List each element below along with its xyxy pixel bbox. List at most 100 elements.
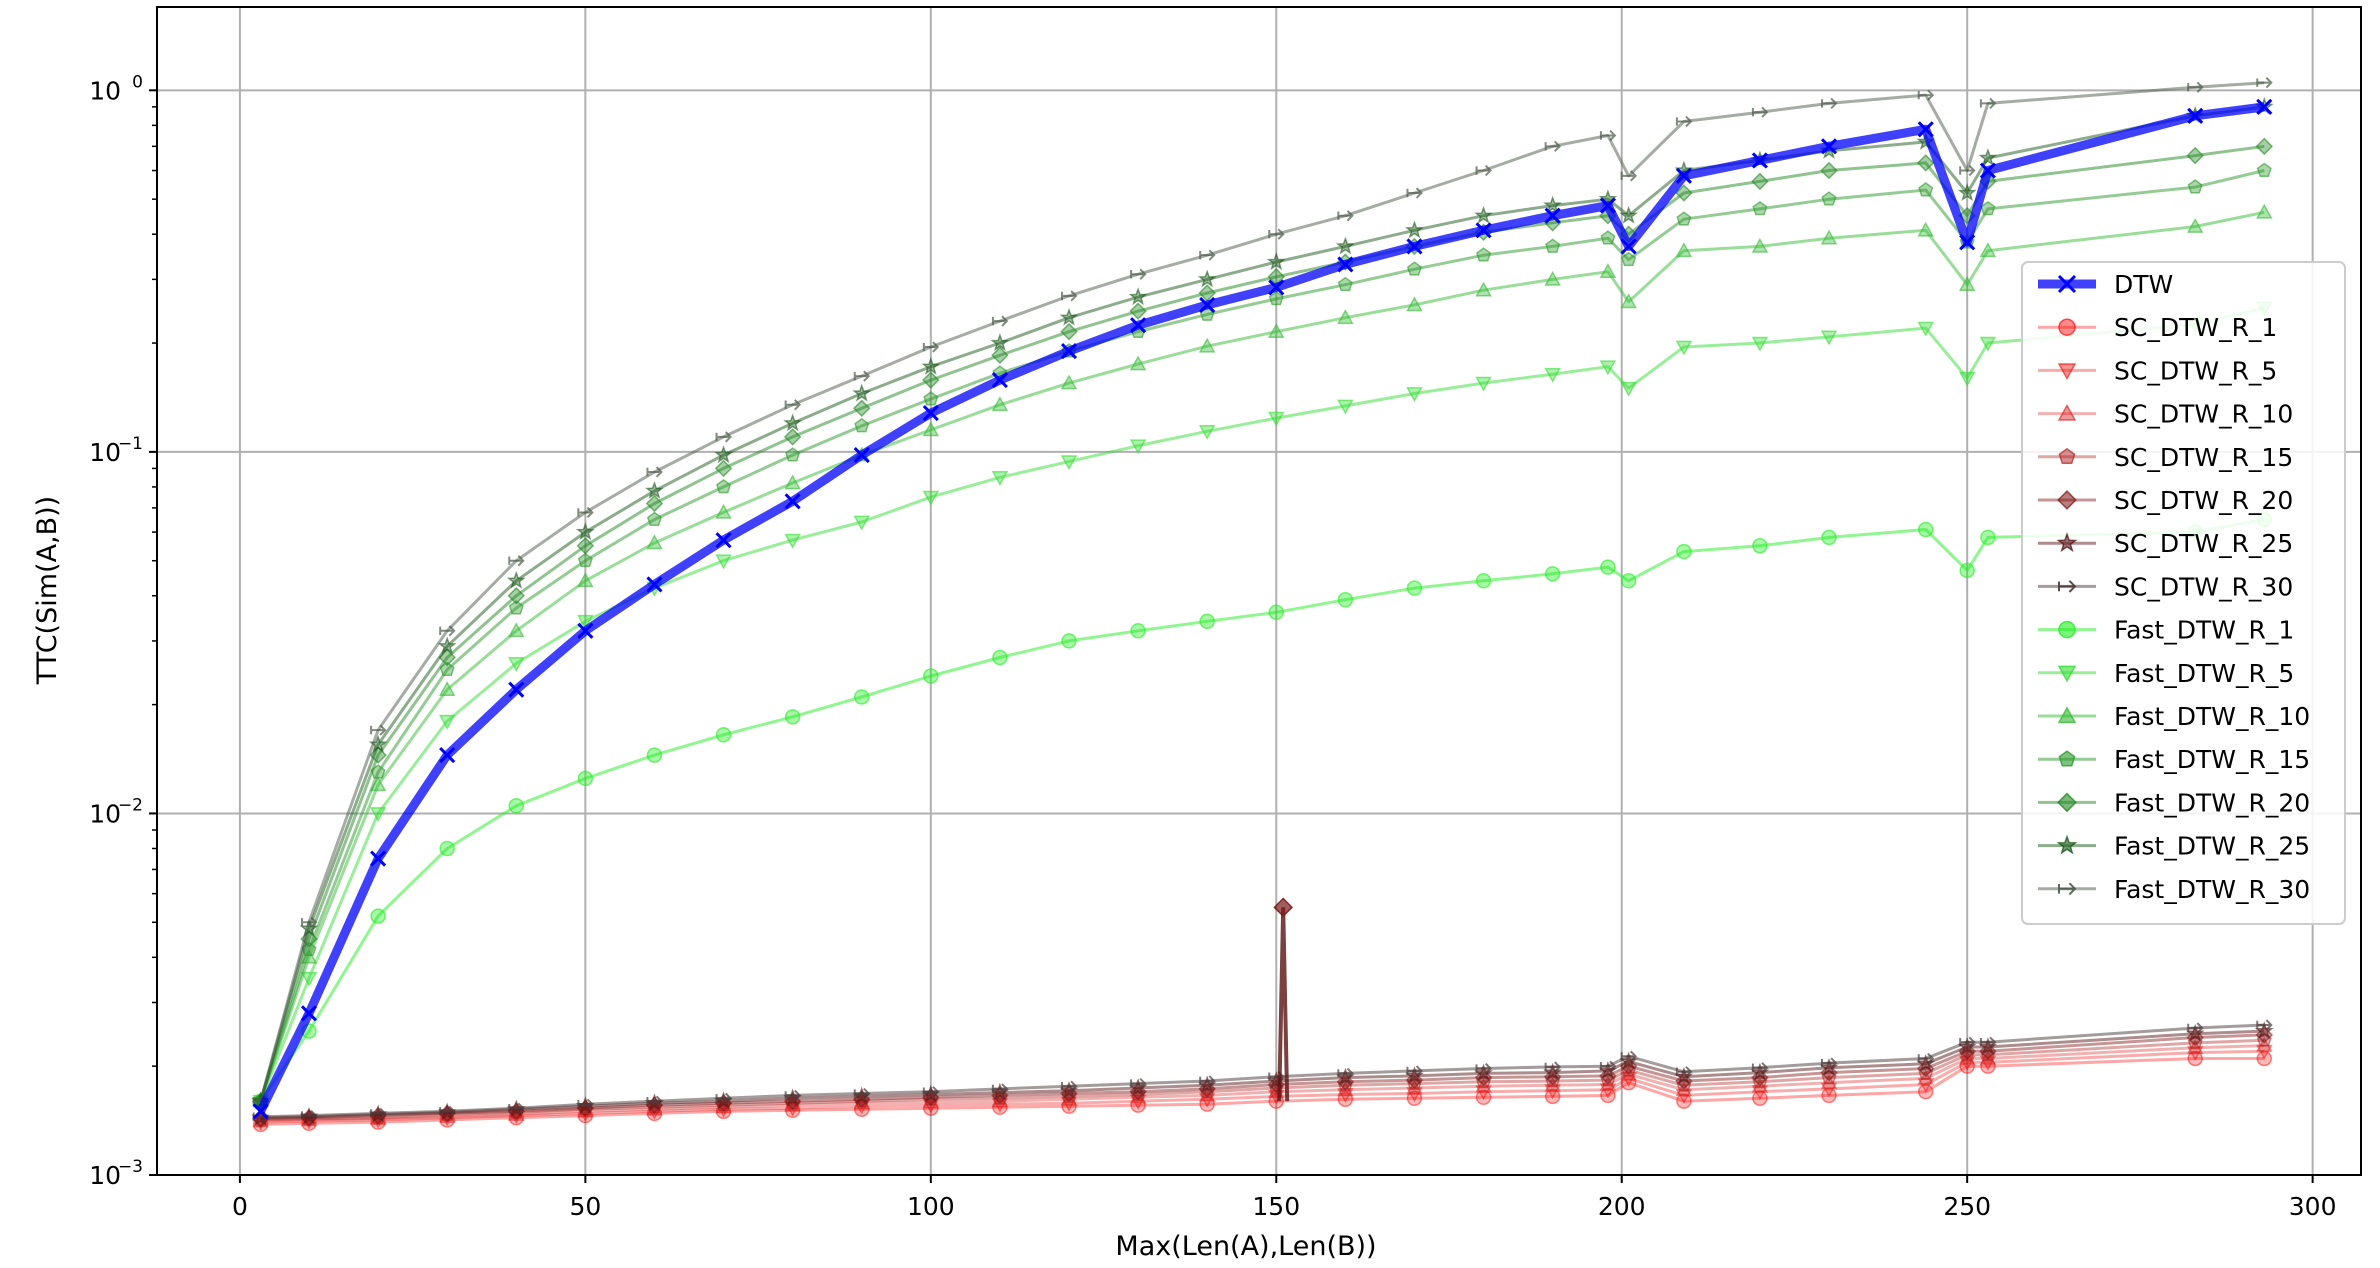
data-point [508, 1102, 525, 1114]
data-point [252, 1103, 269, 1120]
data-point [784, 533, 801, 549]
data-point [369, 807, 387, 822]
data-point [439, 747, 456, 764]
legend-item: Fast_DTW_R_15 [2038, 745, 2310, 774]
series-sc-dtw-r-30 [252, 1019, 2273, 1123]
data-point [991, 371, 1008, 389]
data-point [1957, 183, 1977, 201]
data-point [1474, 205, 1494, 224]
data-point [1820, 161, 1838, 180]
y-tick-label: 10 [89, 76, 121, 105]
data-point [1543, 195, 1563, 214]
data-point [1620, 573, 1637, 589]
data-point [1600, 230, 1616, 245]
data-point [1406, 261, 1422, 276]
spike-point [1273, 897, 1294, 918]
data-point [1337, 591, 1354, 608]
data-point [1979, 162, 1996, 179]
data-point [1060, 455, 1078, 471]
data-point [1675, 184, 1693, 202]
data-point [1199, 613, 1215, 630]
data-point [1752, 538, 1768, 554]
data-point [577, 1098, 594, 1110]
data-point [577, 572, 594, 588]
legend-marker [2057, 274, 2077, 294]
data-point [370, 908, 386, 924]
x-tick-label: 100 [907, 1192, 955, 1221]
series-layer [251, 77, 2274, 1133]
data-point [2255, 137, 2274, 156]
data-point [2256, 1050, 2273, 1067]
legend-item: Fast_DTW_R_30 [2038, 875, 2310, 904]
data-point [991, 1083, 1009, 1095]
data-point [1543, 1062, 1563, 1081]
data-point [2187, 1022, 2204, 1034]
data-point [992, 649, 1008, 666]
legend-label: Fast_DTW_R_25 [2114, 832, 2310, 861]
x-tick-label: 300 [2289, 1192, 2337, 1221]
data-point [1199, 296, 1216, 313]
y-tick-label: 10 [89, 799, 121, 828]
data-point [577, 622, 594, 639]
data-point [1475, 573, 1492, 589]
data-point [1751, 106, 1769, 118]
x-tick-label: 150 [1252, 1192, 1300, 1221]
data-point [922, 341, 940, 353]
data-point [1599, 1067, 1617, 1085]
data-point [1197, 269, 1217, 288]
legend-label: SC_DTW_R_15 [2114, 443, 2293, 472]
data-point [852, 399, 871, 418]
data-point [1917, 521, 1934, 538]
legend-marker [2058, 580, 2077, 593]
data-point [1268, 228, 1285, 240]
plot-frame [156, 6, 2362, 1176]
data-point [715, 727, 732, 743]
data-point [1820, 229, 1838, 245]
data-point [1475, 281, 1492, 297]
data-point [1337, 210, 1354, 222]
series-fast-dtw-r-10 [252, 203, 2273, 1108]
data-point [1475, 1062, 1492, 1075]
data-point [370, 1107, 387, 1120]
legend-item: SC_DTW_R_15 [2038, 443, 2293, 472]
data-point [991, 315, 1009, 327]
data-point [1676, 211, 1692, 226]
legend-marker [2057, 665, 2077, 683]
legend-box [2021, 261, 2346, 925]
data-point [991, 396, 1009, 412]
series-line [260, 1044, 2265, 1123]
data-point [1820, 138, 1838, 155]
x-axis-label: Max(Len(A),Len(B)) [1115, 1231, 1376, 1262]
legend-marker [2058, 750, 2076, 767]
data-point [785, 447, 801, 462]
data-point [1620, 170, 1638, 182]
data-point [784, 709, 801, 725]
data-point [1545, 238, 1561, 253]
data-point [1676, 1093, 1692, 1109]
data-point [716, 478, 732, 494]
data-point [1406, 387, 1423, 403]
y-tick-exponent: −2 [118, 795, 143, 815]
data-point [437, 636, 457, 655]
data-point [301, 1109, 318, 1122]
legend-marker [2057, 363, 2077, 380]
legend-marker [2057, 404, 2077, 421]
data-point [439, 1105, 456, 1117]
legend-marker [2057, 490, 2077, 510]
legend-item: SC_DTW_R_10 [2038, 400, 2293, 429]
data-point [1544, 566, 1561, 582]
data-point [646, 466, 663, 478]
data-point [1337, 256, 1354, 273]
data-point [1406, 238, 1423, 255]
legend-marker [2056, 834, 2078, 855]
data-point [1128, 287, 1148, 306]
data-point [576, 536, 595, 555]
data-point [922, 405, 939, 422]
legend-item: SC_DTW_R_20 [2038, 486, 2293, 515]
data-point [1268, 604, 1285, 621]
x-axis-ticks: 0 50 100 150 200 250 300 [232, 1175, 2337, 1221]
data-point [1198, 424, 1216, 440]
data-point [646, 511, 662, 526]
data-point [2255, 203, 2273, 219]
data-point [1130, 317, 1147, 334]
